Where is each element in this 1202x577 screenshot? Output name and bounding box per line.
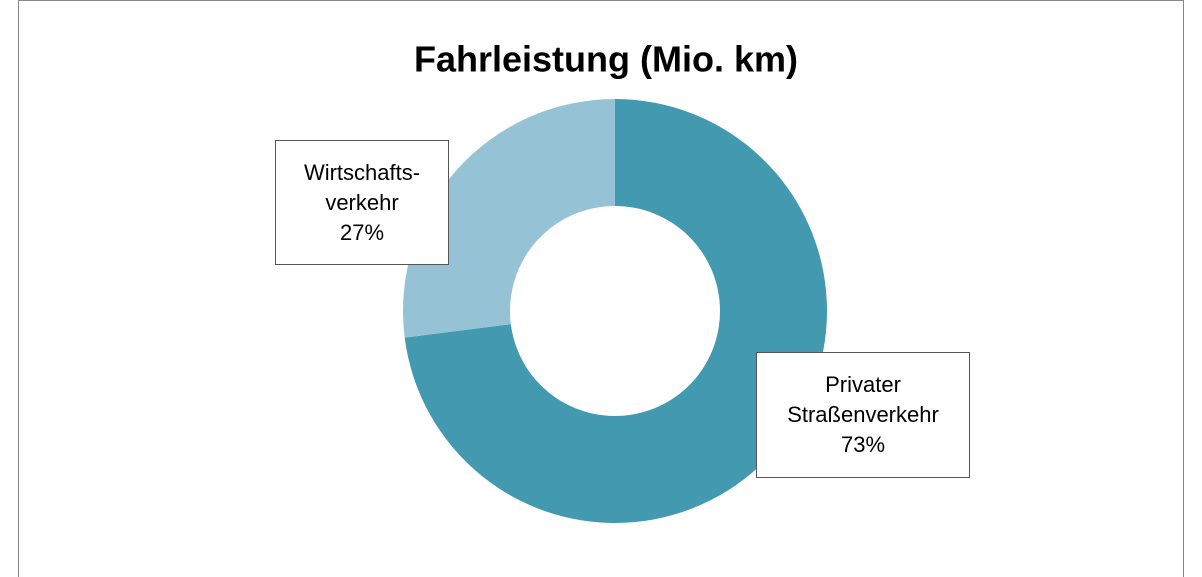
label-category: Wirtschafts-verkehr: [303, 159, 421, 215]
label-category: Privater Straßenverkehr: [787, 372, 939, 427]
data-label: Wirtschafts-verkehr 27%: [275, 140, 449, 265]
label-value: 73%: [840, 432, 886, 457]
data-label: Privater Straßenverkehr 73%: [756, 352, 970, 478]
donut-slice: [403, 99, 615, 338]
donut-slice: [404, 99, 827, 523]
chart-title: Fahrleistung (Mio. km): [414, 39, 798, 80]
label-value: 27%: [339, 219, 385, 245]
